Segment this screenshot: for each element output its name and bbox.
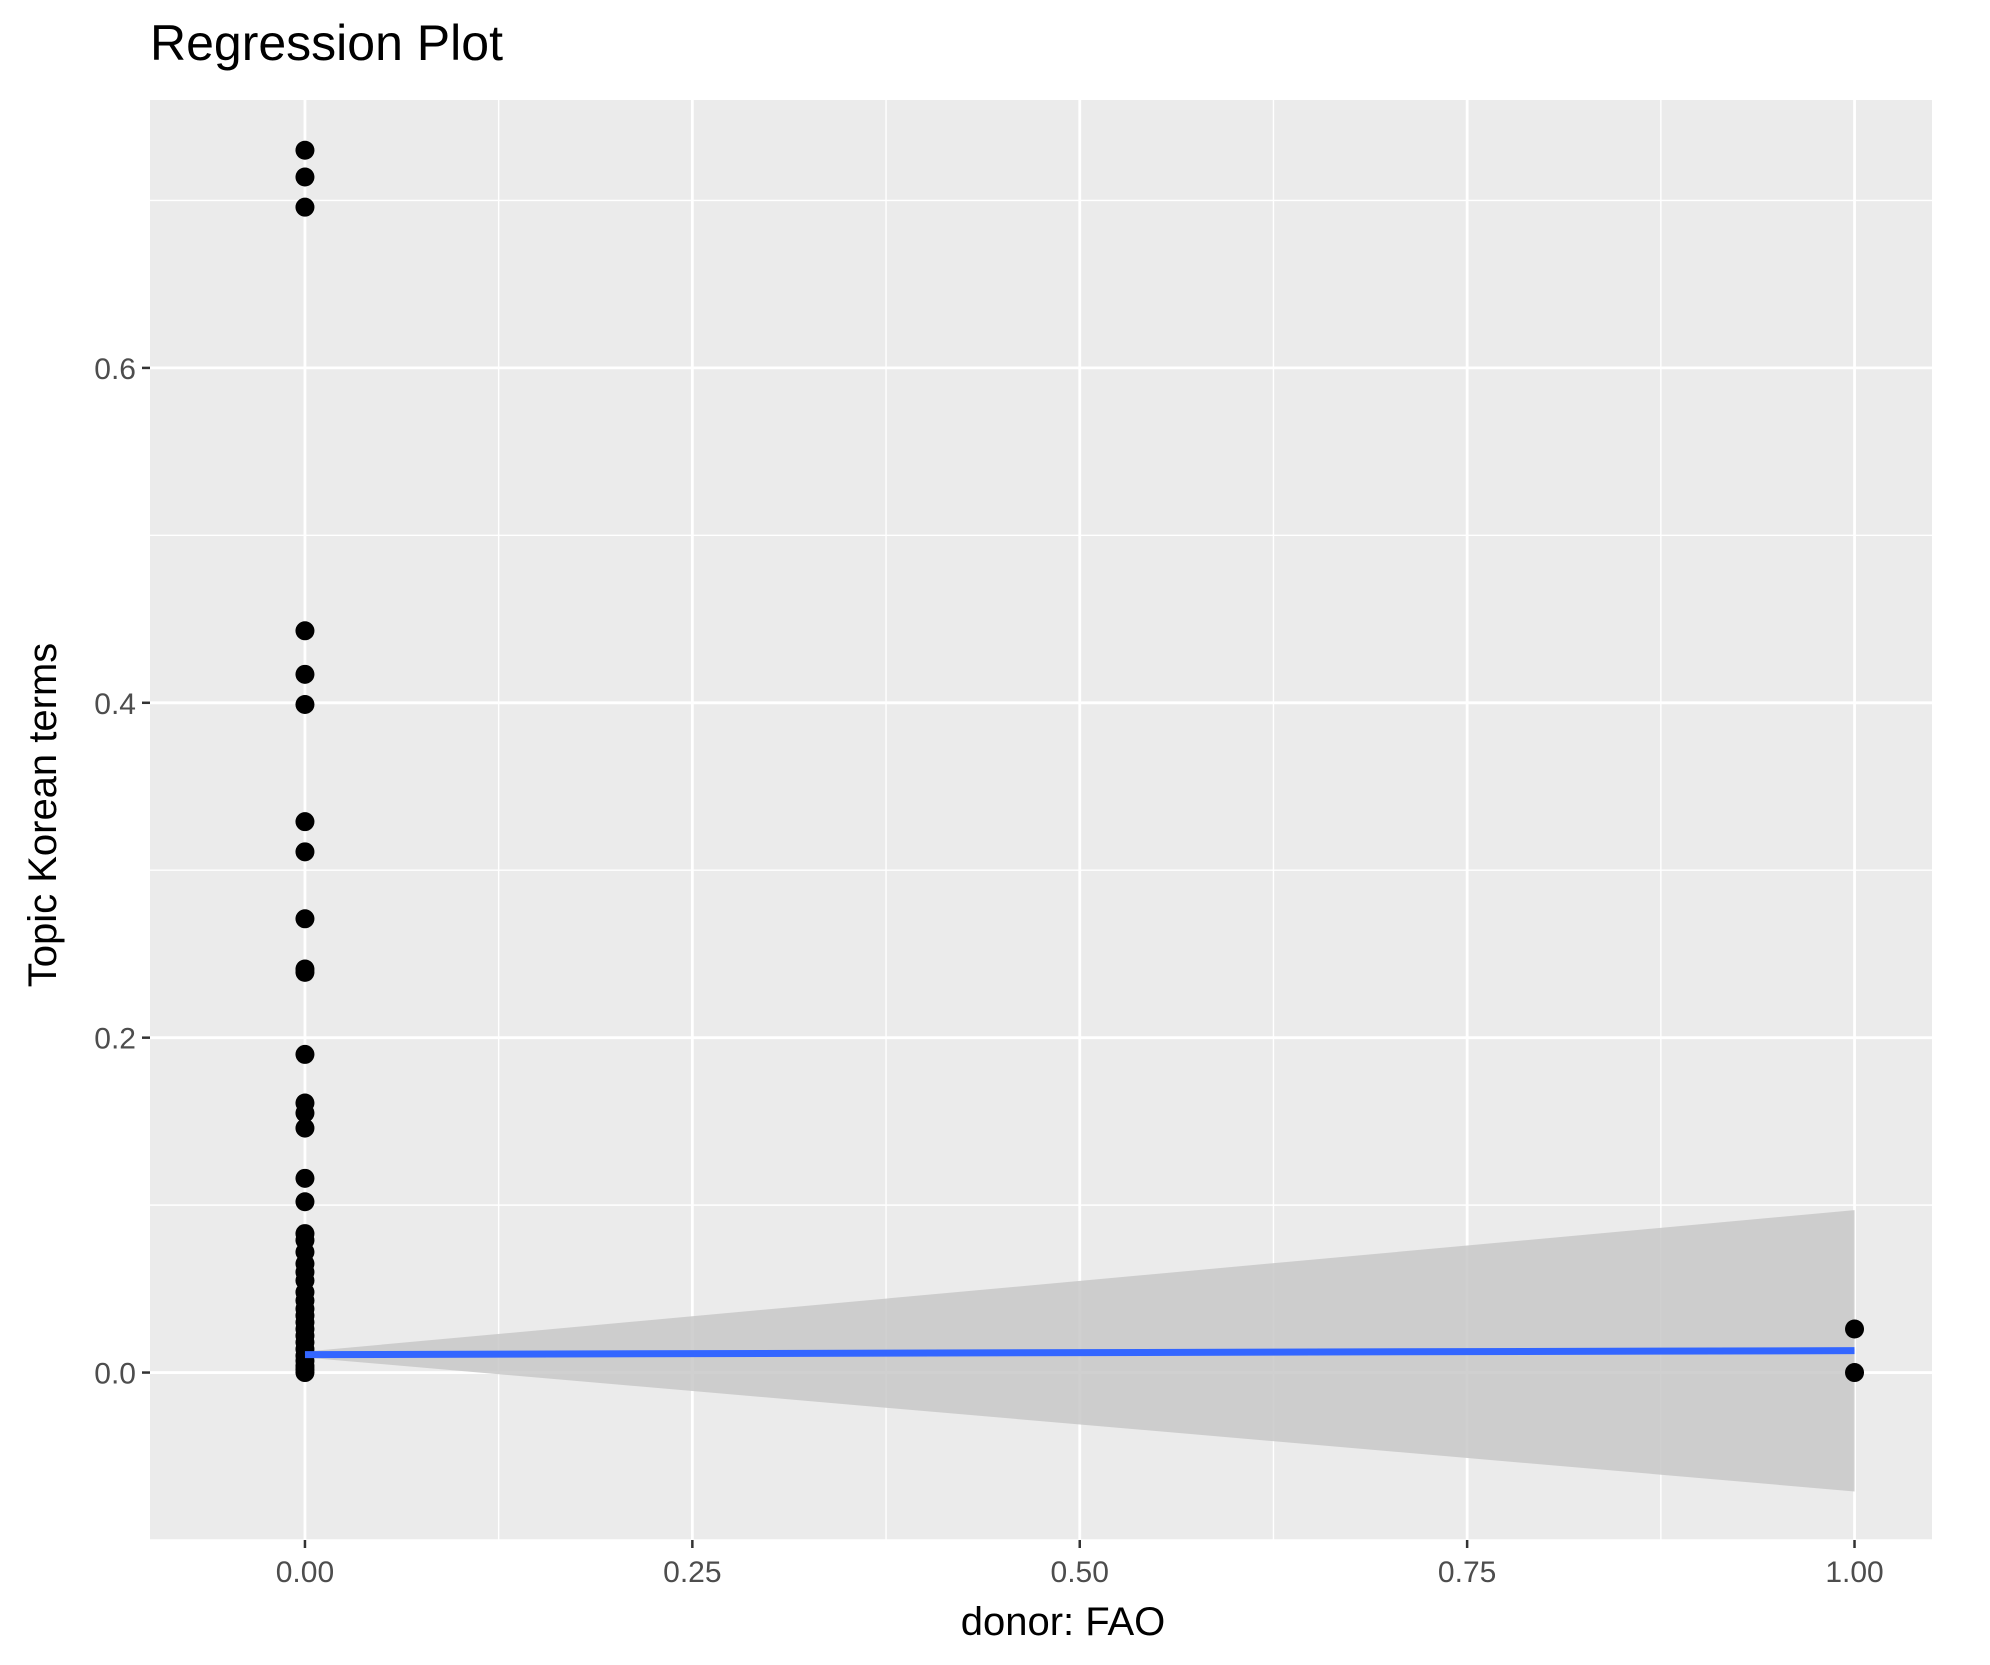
data-point	[1845, 1363, 1865, 1383]
x-tick-label: 0.50	[1051, 1556, 1109, 1589]
x-tick-label: 0.25	[663, 1556, 721, 1589]
y-axis: 0.0 0.2 0.4 0.6	[94, 353, 150, 1391]
x-tick-label: 0.00	[276, 1556, 334, 1589]
data-point	[295, 1363, 315, 1383]
x-tick-label: 0.75	[1438, 1556, 1496, 1589]
y-tick-label: 0.2	[94, 1023, 136, 1056]
x-tick-label: 1.00	[1825, 1556, 1883, 1589]
data-point	[295, 621, 315, 641]
data-point	[295, 842, 315, 862]
data-points	[295, 140, 1865, 1383]
data-point	[295, 1192, 315, 1212]
data-point	[295, 962, 315, 982]
data-point	[295, 694, 315, 714]
data-point	[295, 812, 315, 832]
grid-minor	[150, 100, 1932, 1541]
x-axis-title: donor: FAO	[961, 1600, 1166, 1644]
data-point	[295, 664, 315, 684]
data-point	[295, 1044, 315, 1064]
x-axis: 0.00 0.25 0.50 0.75 1.00	[276, 1540, 1884, 1589]
y-tick-label: 0.0	[94, 1358, 136, 1391]
data-point	[1845, 1319, 1865, 1339]
data-point	[295, 909, 315, 929]
data-point	[295, 140, 315, 160]
data-point	[295, 1103, 315, 1123]
chart-title: Regression Plot	[150, 15, 503, 71]
y-axis-title: Topic Korean terms	[21, 643, 65, 988]
y-tick-label: 0.6	[94, 353, 136, 386]
data-point	[295, 1168, 315, 1188]
data-point	[295, 197, 315, 217]
data-point	[295, 167, 315, 187]
data-point	[295, 1118, 315, 1138]
y-tick-label: 0.4	[94, 688, 136, 721]
regression-line	[304, 1347, 1855, 1359]
